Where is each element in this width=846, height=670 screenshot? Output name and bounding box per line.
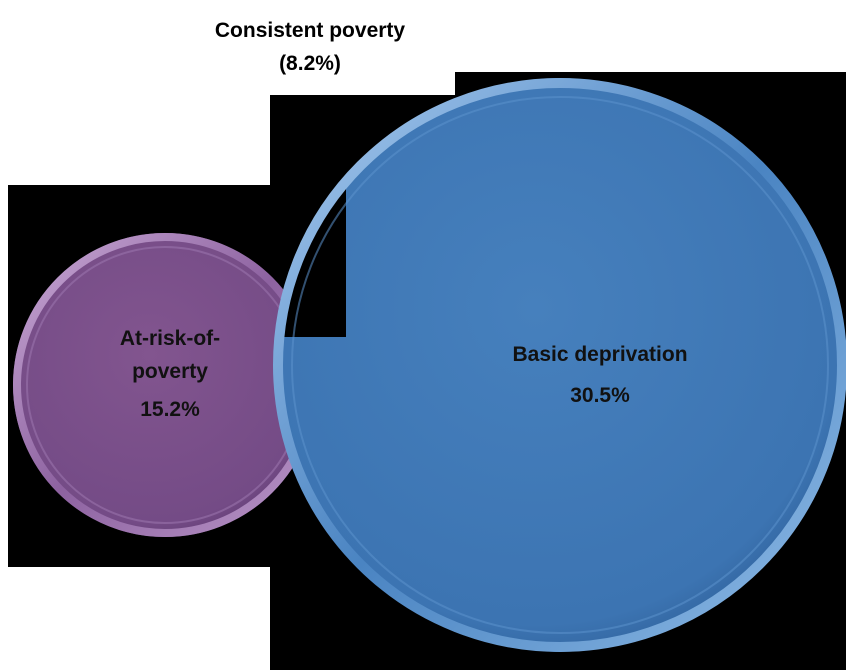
basic-deprivation-label-line1: Basic deprivation [512,343,688,366]
basic-deprivation-value: 30.5% [570,384,630,407]
at-risk-of-poverty-label: At-risk-of- poverty 15.2% [80,322,260,426]
basic-deprivation-circle [273,77,846,653]
at-risk-value: 15.2% [140,398,200,421]
at-risk-label-line2: poverty [132,360,208,383]
at-risk-label-line1: At-risk-of- [119,327,221,350]
consistent-poverty-label: Consistent poverty (8.2%) [150,14,470,80]
consistent-poverty-label-line1: Consistent poverty [214,19,406,42]
basic-deprivation-label: Basic deprivation 30.5% [470,338,730,412]
consistent-poverty-value: (8.2%) [279,52,341,75]
